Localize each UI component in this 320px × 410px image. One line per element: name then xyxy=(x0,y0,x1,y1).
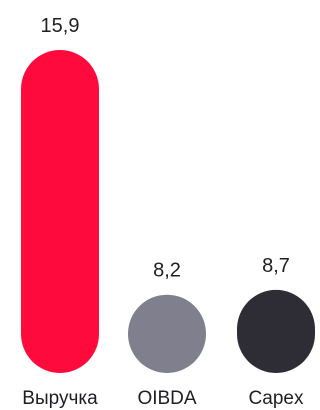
category-label-3: Capex xyxy=(249,388,304,409)
value-label-1: 15,9 xyxy=(41,15,80,37)
category-label-2: OIBDA xyxy=(137,388,196,409)
bar-3 xyxy=(237,289,315,373)
category-label-1: Выручка xyxy=(22,388,98,409)
bar-2 xyxy=(128,294,206,373)
bar-1 xyxy=(21,50,99,373)
value-label-2: 8,2 xyxy=(153,260,181,282)
value-label-3: 8,7 xyxy=(262,255,290,277)
